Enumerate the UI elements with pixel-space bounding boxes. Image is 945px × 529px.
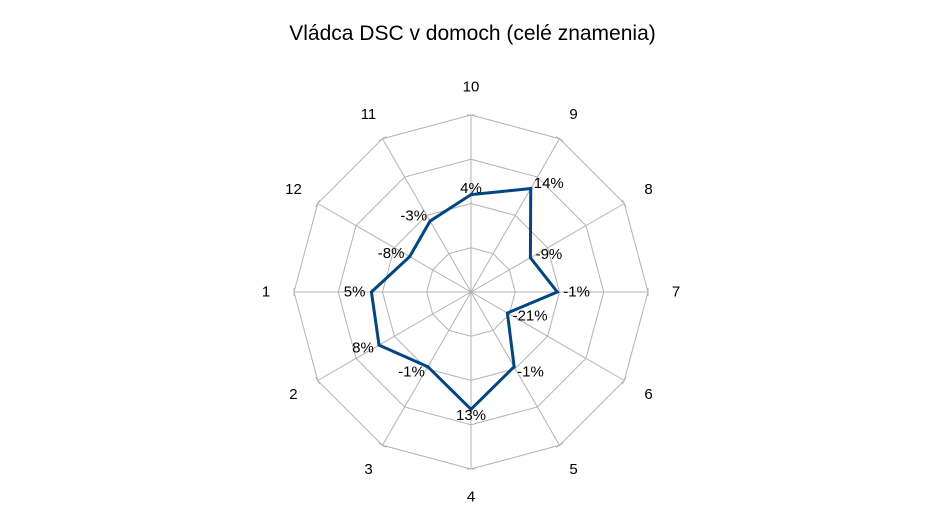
data-label-7: -1% bbox=[563, 284, 590, 301]
data-point-8 bbox=[528, 256, 532, 260]
data-point-4 bbox=[469, 407, 473, 411]
data-point-10 bbox=[469, 193, 473, 197]
data-point-9 bbox=[529, 187, 533, 191]
data-label-6: -21% bbox=[513, 308, 548, 325]
chart-title: Vládca DSC v domoch (celé znamenia) bbox=[289, 22, 656, 45]
series-layer bbox=[369, 186, 560, 412]
category-label-3: 3 bbox=[364, 461, 372, 478]
spoke-3 bbox=[382, 291, 472, 446]
spoke-11 bbox=[382, 138, 472, 293]
data-label-9: 14% bbox=[534, 175, 564, 192]
radar-grid bbox=[293, 114, 649, 470]
category-label-12: 12 bbox=[285, 181, 302, 198]
spoke-6 bbox=[470, 291, 625, 381]
category-label-6: 6 bbox=[644, 386, 652, 403]
data-labels: 4% 14% -9% -1% -21% -1% 13% -1% 8% 5% -8% -3% bbox=[344, 175, 590, 424]
spoke-tick-3 bbox=[378, 442, 387, 448]
category-label-5: 5 bbox=[569, 461, 577, 478]
category-label-8: 8 bbox=[644, 181, 652, 198]
data-label-2: 8% bbox=[352, 340, 374, 357]
spoke-tick-11 bbox=[378, 136, 387, 142]
data-point-3 bbox=[426, 365, 430, 369]
data-label-1: 5% bbox=[344, 284, 366, 301]
spoke-tick-9 bbox=[555, 136, 564, 142]
spoke-8 bbox=[470, 203, 625, 293]
category-label-9: 9 bbox=[569, 106, 577, 123]
spoke-tick-12 bbox=[315, 199, 321, 208]
data-point-11 bbox=[428, 219, 432, 223]
spoke-5 bbox=[470, 291, 560, 446]
data-label-12: -8% bbox=[378, 245, 405, 262]
data-label-5: -1% bbox=[517, 363, 544, 380]
spoke-tick-6 bbox=[621, 376, 627, 385]
category-label-7: 7 bbox=[672, 284, 680, 301]
data-point-6 bbox=[505, 311, 509, 315]
category-label-4: 4 bbox=[467, 489, 475, 506]
data-label-8: -9% bbox=[536, 246, 563, 263]
data-point-7 bbox=[555, 290, 559, 294]
category-labels: 10 9 8 7 6 5 4 3 2 1 12 11 bbox=[262, 79, 680, 506]
category-label-2: 2 bbox=[289, 386, 297, 403]
data-label-11: -3% bbox=[400, 207, 427, 224]
data-point-12 bbox=[408, 255, 412, 259]
category-label-1: 1 bbox=[262, 284, 270, 301]
data-label-3: -1% bbox=[398, 363, 425, 380]
spoke-2 bbox=[317, 291, 472, 381]
spoke-9 bbox=[470, 138, 560, 293]
data-point-2 bbox=[377, 343, 381, 347]
data-point-5 bbox=[512, 365, 516, 369]
data-label-10: 4% bbox=[460, 180, 482, 197]
spoke-12 bbox=[317, 203, 472, 293]
data-point-1 bbox=[369, 290, 373, 294]
data-label-4: 13% bbox=[456, 407, 486, 424]
spoke-tick-2 bbox=[315, 376, 321, 385]
spoke-tick-5 bbox=[555, 442, 564, 448]
category-label-11: 11 bbox=[361, 106, 377, 123]
spoke-tick-8 bbox=[621, 199, 627, 208]
category-label-10: 10 bbox=[463, 79, 480, 96]
